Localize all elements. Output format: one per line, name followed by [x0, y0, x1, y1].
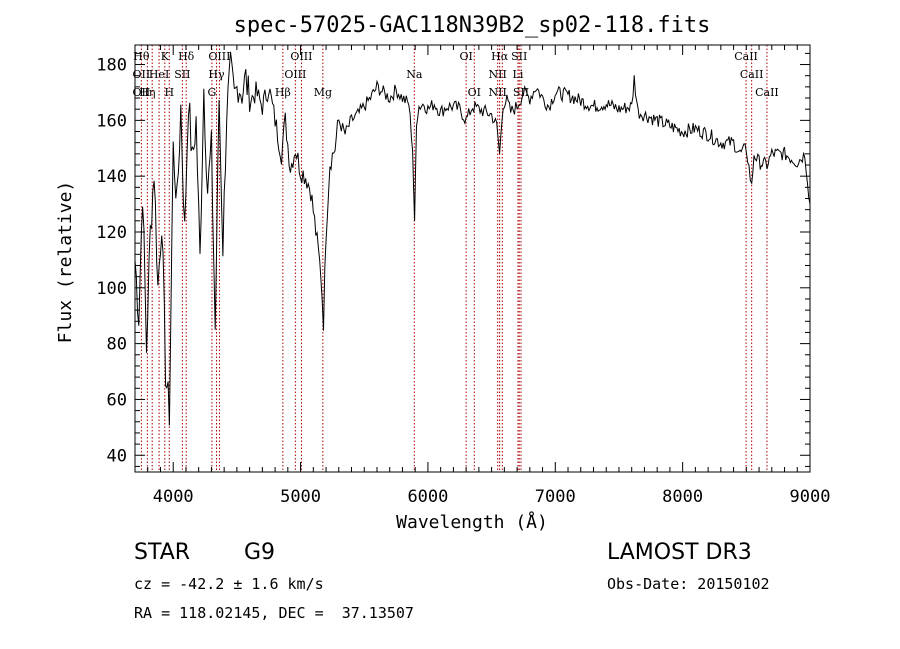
line-label-17-0: OI	[468, 86, 481, 99]
line-label-11-0: Hβ	[275, 86, 291, 99]
line-label-25-0: CaII	[740, 68, 764, 81]
spectral-line-labels: HθOIIOIIHηHeIKHSIIHδGHγOIIIHβOIIIOIIIMgN…	[133, 50, 779, 99]
line-label-7-0: Hδ	[178, 50, 195, 63]
line-label-0-1: OII	[133, 68, 151, 81]
line-label-26-0: CaII	[755, 86, 779, 99]
y-tick-label-80: 80	[107, 335, 127, 355]
y-tick-label-60: 60	[107, 390, 127, 410]
x-axis-ticks: 4000 5000 6000 7000 8000 9000	[134, 45, 831, 507]
line-label-0-0: Hθ	[133, 50, 150, 63]
line-label-13-0: OIII	[290, 50, 312, 63]
ra-dec-text: RA = 118.02145, DEC = 37.13507	[134, 604, 414, 622]
y-tick-label-40: 40	[107, 446, 127, 466]
line-label-18-1: NII	[489, 86, 507, 99]
line-label-24-0: CaII	[734, 50, 758, 63]
y-axis-label: Flux (relative)	[55, 181, 76, 344]
spectral-line-markers	[140, 45, 768, 472]
y-tick-label-120: 120	[96, 223, 127, 243]
line-label-10-0: OIII	[208, 50, 230, 63]
spectrum-chart: spec-57025-GAC118N39B2_sp02-118.fits Hθ O…	[55, 13, 831, 533]
x-tick-label-7000: 7000	[535, 487, 576, 507]
line-label-18-0: NII	[489, 68, 507, 81]
object-class-label: STAR	[134, 540, 191, 565]
y-tick-label-160: 160	[96, 111, 127, 131]
y-tick-label-140: 140	[96, 167, 127, 187]
x-axis-label: Wavelength (Å)	[396, 511, 548, 533]
spectrum-series-line	[134, 51, 811, 426]
cz-velocity-text: cz = -42.2 ± 1.6 km/s	[134, 575, 324, 593]
object-subclass-label: G9	[244, 540, 276, 565]
x-tick-label-4000: 4000	[153, 487, 194, 507]
x-tick-label-6000: 6000	[407, 487, 448, 507]
y-axis-ticks: 40 60 80 100 120 140 160 180	[96, 52, 810, 467]
line-label-19-0: Hα	[491, 50, 509, 63]
x-tick-label-9000: 9000	[790, 487, 831, 507]
survey-label: LAMOST DR3	[607, 540, 752, 565]
line-label-1-0: Hη	[139, 86, 155, 99]
line-label-4-0: K	[161, 50, 170, 63]
line-label-16-0: OI	[459, 50, 472, 63]
x-tick-label-8000: 8000	[662, 487, 703, 507]
line-label-0-2: OII	[133, 86, 151, 99]
line-label-6-0: SII	[174, 68, 190, 81]
y-tick-label-180: 180	[96, 56, 127, 76]
line-label-14-0: Mg	[314, 86, 332, 99]
plot-frame	[134, 44, 811, 473]
line-label-21-0: Li	[513, 68, 524, 81]
line-label-3-0: HeI	[149, 68, 169, 81]
line-label-12-0: OIII	[284, 68, 306, 81]
chart-title: spec-57025-GAC118N39B2_sp02-118.fits	[234, 13, 711, 38]
obs-date-text: Obs-Date: 20150102	[607, 575, 770, 593]
line-label-9-0: Hγ	[208, 68, 225, 81]
line-label-8-0: G	[208, 86, 217, 99]
line-label-15-0: Na	[406, 68, 423, 81]
line-label-22-0: SII	[511, 50, 527, 63]
x-tick-label-5000: 5000	[280, 487, 321, 507]
y-tick-label-100: 100	[96, 279, 127, 299]
line-label-5-0: H	[164, 86, 174, 99]
